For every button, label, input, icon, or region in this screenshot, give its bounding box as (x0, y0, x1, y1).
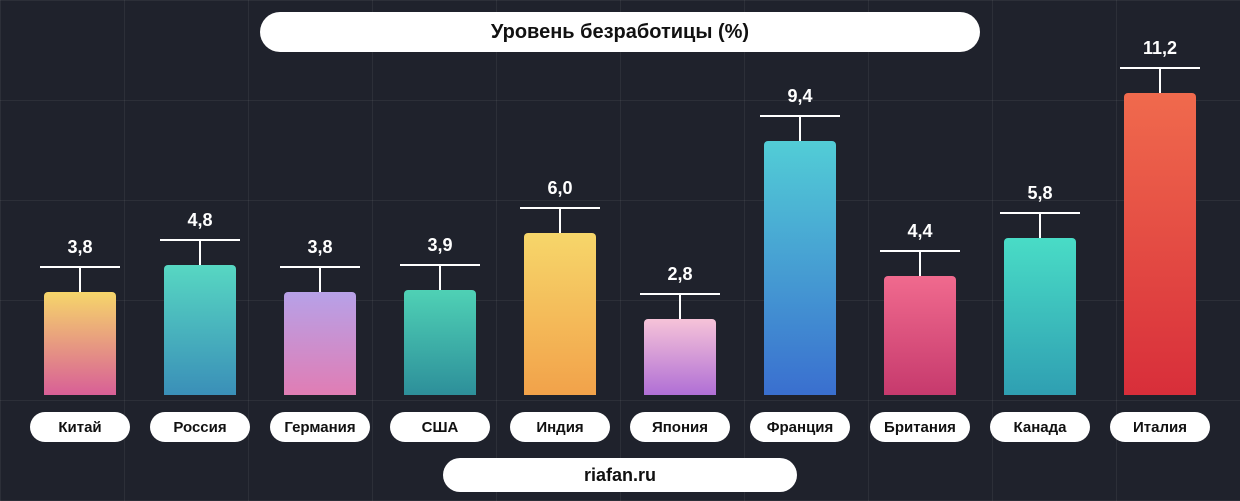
value-label: 3,9 (427, 235, 452, 256)
bar-group: 5,8 (1004, 60, 1076, 395)
source-text: riafan.ru (584, 465, 656, 486)
category-pill: США (390, 412, 490, 442)
chart-stage: Уровень безработицы (%) 3,8 4,8 3,8 3,9 6,0 2… (0, 0, 1240, 501)
chart-title-pill: Уровень безработицы (%) (260, 12, 980, 52)
value-label: 6,0 (547, 178, 572, 199)
bar (284, 292, 356, 395)
category-row: Китай Россия Германия США Индия Япония Франция… (0, 412, 1240, 442)
value-label: 4,4 (907, 221, 932, 242)
bar-group: 6,0 (524, 60, 596, 395)
bar (764, 141, 836, 395)
value-cap (40, 266, 120, 268)
bar (884, 276, 956, 395)
value-cap (880, 250, 960, 252)
bar (1124, 93, 1196, 395)
bar (644, 319, 716, 395)
value-label: 3,8 (307, 237, 332, 258)
value-stem (199, 241, 201, 265)
category-pill: Индия (510, 412, 610, 442)
bar-group: 3,9 (404, 60, 476, 395)
category-pill: Германия (270, 412, 370, 442)
bar (1004, 238, 1076, 395)
bar-group: 3,8 (44, 60, 116, 395)
category-pill: Япония (630, 412, 730, 442)
value-cap (640, 293, 720, 295)
value-cap (280, 266, 360, 268)
value-stem (559, 209, 561, 233)
value-label: 4,8 (187, 210, 212, 231)
value-label: 2,8 (667, 264, 692, 285)
value-cap (520, 207, 600, 209)
bar-group: 4,4 (884, 60, 956, 395)
bar (164, 265, 236, 395)
bar-group: 4,8 (164, 60, 236, 395)
bar-group: 2,8 (644, 60, 716, 395)
bar-group: 3,8 (284, 60, 356, 395)
value-stem (1039, 214, 1041, 238)
value-stem (919, 252, 921, 276)
value-cap (160, 239, 240, 241)
value-cap (1000, 212, 1080, 214)
value-cap (1120, 67, 1200, 69)
value-stem (439, 266, 441, 290)
value-label: 5,8 (1027, 183, 1052, 204)
category-pill: Китай (30, 412, 130, 442)
value-stem (319, 268, 321, 292)
value-label: 9,4 (787, 86, 812, 107)
value-label: 3,8 (67, 237, 92, 258)
value-label: 11,2 (1143, 38, 1177, 59)
category-pill: Россия (150, 412, 250, 442)
bar (524, 233, 596, 395)
source-pill: riafan.ru (443, 458, 797, 492)
chart-title-text: Уровень безработицы (%) (491, 21, 749, 44)
bar (404, 290, 476, 395)
category-pill: Франция (750, 412, 850, 442)
plot-area: 3,8 4,8 3,8 3,9 6,0 2,8 9,4 4,4 5,8 11,2 (32, 60, 1208, 395)
value-stem (79, 268, 81, 292)
value-stem (1159, 69, 1161, 93)
category-pill: Италия (1110, 412, 1210, 442)
bar-group: 9,4 (764, 60, 836, 395)
value-cap (760, 115, 840, 117)
bar (44, 292, 116, 395)
value-stem (679, 295, 681, 319)
value-stem (799, 117, 801, 141)
bar-group: 11,2 (1124, 60, 1196, 395)
value-cap (400, 264, 480, 266)
category-pill: Канада (990, 412, 1090, 442)
category-pill: Британия (870, 412, 970, 442)
